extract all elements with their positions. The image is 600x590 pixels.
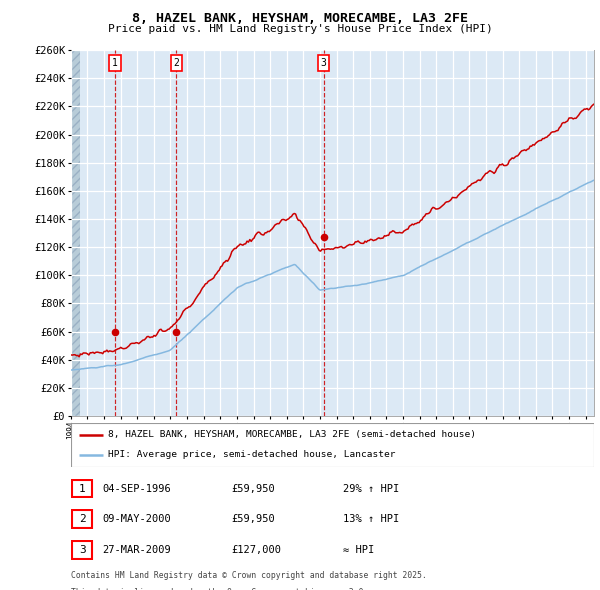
Text: HPI: Average price, semi-detached house, Lancaster: HPI: Average price, semi-detached house,… xyxy=(109,450,396,460)
Text: 1: 1 xyxy=(112,58,118,68)
Text: Price paid vs. HM Land Registry's House Price Index (HPI): Price paid vs. HM Land Registry's House … xyxy=(107,25,493,34)
Text: 8, HAZEL BANK, HEYSHAM, MORECAMBE, LA3 2FE (semi-detached house): 8, HAZEL BANK, HEYSHAM, MORECAMBE, LA3 2… xyxy=(109,431,476,440)
Text: 2: 2 xyxy=(173,58,179,68)
Text: This data is licensed under the Open Government Licence v3.0.: This data is licensed under the Open Gov… xyxy=(71,588,368,590)
Text: £59,950: £59,950 xyxy=(232,514,275,524)
Text: 3: 3 xyxy=(321,58,327,68)
Text: 04-SEP-1996: 04-SEP-1996 xyxy=(103,484,172,493)
Bar xyxy=(71,50,80,416)
Text: 2: 2 xyxy=(79,514,86,524)
Text: 13% ↑ HPI: 13% ↑ HPI xyxy=(343,514,399,524)
Text: 8, HAZEL BANK, HEYSHAM, MORECAMBE, LA3 2FE: 8, HAZEL BANK, HEYSHAM, MORECAMBE, LA3 2… xyxy=(132,12,468,25)
Text: 1: 1 xyxy=(79,484,86,493)
Text: 27-MAR-2009: 27-MAR-2009 xyxy=(103,545,172,555)
Text: £59,950: £59,950 xyxy=(232,484,275,493)
Text: Contains HM Land Registry data © Crown copyright and database right 2025.: Contains HM Land Registry data © Crown c… xyxy=(71,571,427,580)
Text: ≈ HPI: ≈ HPI xyxy=(343,545,374,555)
Text: 29% ↑ HPI: 29% ↑ HPI xyxy=(343,484,399,493)
Text: £127,000: £127,000 xyxy=(232,545,281,555)
Text: 3: 3 xyxy=(79,545,86,555)
Text: 09-MAY-2000: 09-MAY-2000 xyxy=(103,514,172,524)
